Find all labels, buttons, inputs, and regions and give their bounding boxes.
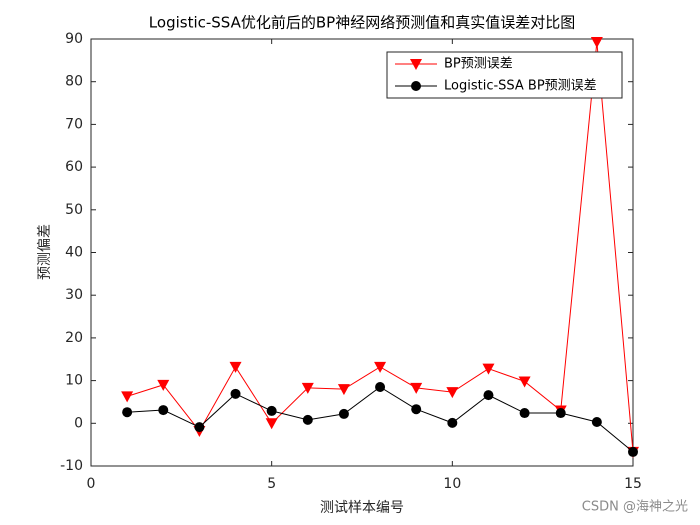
y-tick-label: 0 bbox=[74, 415, 83, 431]
x-tick-label: 0 bbox=[87, 476, 96, 492]
point bbox=[266, 405, 277, 416]
y-tick-label: -10 bbox=[60, 458, 83, 474]
point bbox=[590, 36, 603, 48]
point bbox=[374, 361, 387, 373]
point bbox=[229, 361, 242, 373]
legend-label: Logistic-SSA BP预测误差 bbox=[444, 79, 597, 94]
y-tick-label: 40 bbox=[65, 245, 83, 261]
watermark: CSDN @海神之光 bbox=[582, 500, 688, 515]
point bbox=[337, 384, 350, 396]
point bbox=[555, 408, 566, 419]
y-tick-label: 10 bbox=[65, 373, 83, 389]
point bbox=[121, 391, 134, 403]
y-tick-label: 30 bbox=[65, 287, 83, 303]
x-tick-label: 10 bbox=[443, 476, 461, 492]
y-tick-label: 60 bbox=[65, 159, 83, 175]
y-tick-label: 70 bbox=[65, 116, 83, 132]
point bbox=[158, 405, 169, 416]
point bbox=[338, 408, 349, 419]
y-tick-label: 90 bbox=[65, 31, 83, 47]
point bbox=[375, 382, 386, 393]
point bbox=[410, 382, 423, 394]
y-tick-label: 20 bbox=[65, 330, 83, 346]
x-tick-label: 5 bbox=[267, 476, 276, 492]
legend-label: BP预测误差 bbox=[444, 57, 513, 72]
point bbox=[446, 387, 459, 399]
x-tick-label: 15 bbox=[624, 476, 642, 492]
point bbox=[230, 388, 241, 399]
legend-box bbox=[386, 51, 623, 99]
y-tick-label: 50 bbox=[65, 202, 83, 218]
point bbox=[194, 422, 205, 433]
legend-marker bbox=[411, 81, 421, 91]
point bbox=[482, 363, 495, 375]
point bbox=[518, 376, 531, 388]
chart-title: Logistic-SSA优化前后的BP神经网络预测值和真实值误差对比图 bbox=[149, 14, 575, 32]
point bbox=[302, 414, 313, 425]
y-axis-label: 预测偏差 bbox=[37, 224, 53, 280]
x-axis-label: 测试样本编号 bbox=[320, 500, 404, 516]
legend-marker bbox=[410, 59, 422, 70]
point bbox=[265, 418, 278, 430]
point bbox=[301, 382, 314, 394]
point bbox=[483, 390, 494, 401]
point bbox=[628, 446, 638, 457]
point bbox=[447, 417, 458, 428]
point bbox=[122, 407, 133, 418]
point bbox=[519, 408, 530, 419]
point bbox=[591, 417, 602, 428]
point bbox=[411, 404, 422, 415]
y-tick-label: 80 bbox=[65, 74, 83, 90]
point bbox=[157, 379, 170, 391]
